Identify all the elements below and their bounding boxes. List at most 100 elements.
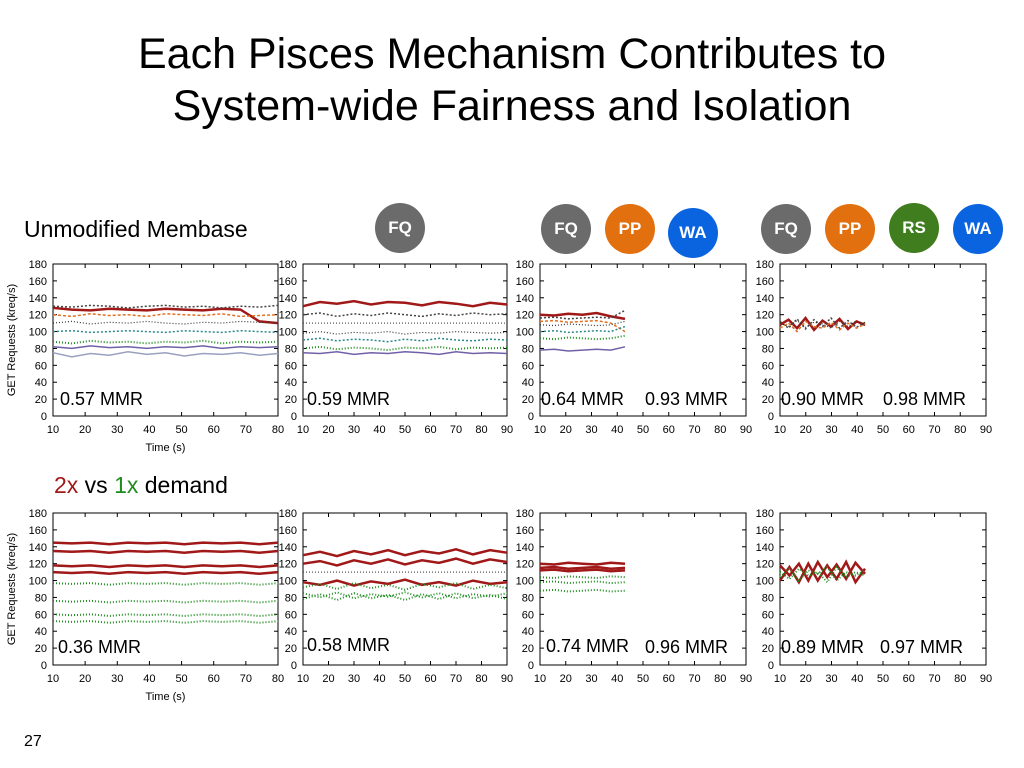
y-tick-label: 120 [279, 310, 297, 322]
y-tick-label: 100 [756, 327, 774, 339]
mmr-label-11: 0.89 MMR [781, 637, 865, 657]
series-line [778, 559, 867, 585]
y-tick-label: 0 [291, 411, 297, 423]
mmr-label-1: 0.57 MMR [60, 389, 144, 409]
y-tick-label: 20 [522, 643, 534, 655]
x-tick-label: 20 [560, 673, 572, 685]
y-tick-label: 120 [516, 559, 534, 571]
badge-fq-1: FQ [375, 203, 425, 253]
chart-1: 0 20 40 60 80 100 120 140 160 180 10 20 30 40 50 60 70 80… [6, 259, 284, 454]
x-tick-label: 60 [903, 673, 915, 685]
x-tick-label: 80 [714, 424, 726, 436]
series-line [779, 565, 866, 583]
chart-4: 0 20 40 60 80 100 120 140 160 180 10 20 30 40 50 60 70 80… [756, 259, 992, 436]
y-tick-label: 140 [516, 293, 534, 305]
y-tick-label: 100 [29, 576, 47, 588]
chart-frame [52, 263, 279, 417]
series-line [52, 351, 279, 358]
x-tick-label: 20 [560, 424, 572, 436]
chart-7: 0 20 40 60 80 100 120 140 160 180 10 20 30 40 50 60 70 80… [516, 508, 752, 685]
badge-rs: RS [889, 203, 939, 253]
x-tick-label: 90 [740, 673, 752, 685]
y-tick-label: 40 [522, 377, 534, 389]
y-tick-label: 40 [762, 626, 774, 638]
x-tick-label: 70 [450, 673, 462, 685]
row2-label-part4: demand [138, 472, 228, 498]
y-tick-label: 20 [35, 394, 47, 406]
x-tick-label: 90 [740, 424, 752, 436]
y-tick-label: 160 [279, 276, 297, 288]
chart-5: 0 20 40 60 80 100 120 140 160 180 10 20 30 40 50 60 70 80… [6, 508, 284, 703]
x-tick-label: 50 [175, 673, 187, 685]
x-tick-label: 40 [851, 673, 863, 685]
mmr-label-7: 0.36 MMR [58, 637, 142, 657]
y-tick-label: 120 [29, 559, 47, 571]
x-tick-label: 10 [534, 673, 546, 685]
series-line [52, 345, 279, 350]
row1-label: Unmodified Membase [24, 216, 248, 242]
series-line [539, 319, 626, 333]
y-tick-label: 60 [285, 360, 297, 372]
y-tick-label: 80 [762, 343, 774, 355]
x-tick-label: 10 [774, 424, 786, 436]
chart-frame [779, 263, 987, 417]
y-tick-label: 100 [279, 576, 297, 588]
x-tick-label: 50 [877, 424, 889, 436]
x-tick-label: 70 [688, 673, 700, 685]
series-line [539, 588, 626, 593]
y-axis-label: GET Requests (kreq/s) [6, 533, 18, 645]
y-tick-label: 40 [522, 626, 534, 638]
y-tick-label: 180 [516, 508, 534, 520]
y-tick-label: 160 [756, 276, 774, 288]
x-tick-label: 70 [688, 424, 700, 436]
series-line [779, 319, 866, 329]
y-tick-label: 120 [516, 310, 534, 322]
series-line [539, 311, 626, 321]
y-tick-label: 20 [762, 643, 774, 655]
chart-frame [52, 512, 279, 666]
series-line [302, 582, 508, 591]
x-tick-label: 10 [534, 424, 546, 436]
x-tick-label: 80 [272, 424, 284, 436]
badge-fq-2: FQ [541, 204, 591, 254]
x-axis-label: Time (s) [146, 691, 186, 703]
y-tick-label: 80 [762, 592, 774, 604]
row2-label-part1: 2x [54, 472, 79, 498]
title-line-2: System-wide Fairness and Isolation [172, 82, 852, 130]
y-tick-label: 180 [756, 259, 774, 271]
slide-title: Each Pisces Mechanism Contributes to Sys… [0, 28, 1024, 132]
title-line-1: Each Pisces Mechanism Contributes to [137, 30, 887, 78]
mmr-label-5: 0.90 MMR [781, 389, 865, 409]
x-tick-label: 30 [348, 673, 360, 685]
x-axis-label: Time (s) [146, 442, 186, 454]
series-line [302, 345, 508, 352]
page-number: 27 [24, 733, 42, 750]
series-line [52, 541, 279, 546]
chart-6: 0 20 40 60 80 100 120 140 160 180 10 20 30 40 50 60 70 80… [279, 508, 513, 685]
y-tick-label: 100 [29, 327, 47, 339]
y-tick-label: 40 [285, 626, 297, 638]
series-line [539, 580, 626, 585]
mmr-label-2: 0.59 MMR [307, 389, 391, 409]
x-tick-label: 70 [450, 424, 462, 436]
x-tick-label: 20 [800, 424, 812, 436]
chart-frame [779, 512, 987, 666]
chart-8: 0 20 40 60 80 100 120 140 160 180 10 20 30 40 50 60 70 80… [756, 508, 992, 685]
y-tick-label: 60 [762, 360, 774, 372]
y-tick-label: 180 [756, 508, 774, 520]
y-tick-label: 180 [516, 259, 534, 271]
series-line [779, 565, 866, 584]
x-tick-label: 50 [175, 424, 187, 436]
x-tick-label: 20 [79, 673, 91, 685]
series-line [539, 320, 626, 327]
badge-pp-2: PP [825, 204, 875, 254]
y-tick-label: 80 [522, 592, 534, 604]
y-tick-label: 60 [285, 609, 297, 621]
x-tick-label: 10 [47, 673, 59, 685]
x-tick-label: 80 [272, 673, 284, 685]
badge-wa-1: WA [668, 208, 718, 258]
y-tick-label: 140 [516, 542, 534, 554]
y-tick-label: 120 [756, 310, 774, 322]
series-line [779, 315, 866, 332]
